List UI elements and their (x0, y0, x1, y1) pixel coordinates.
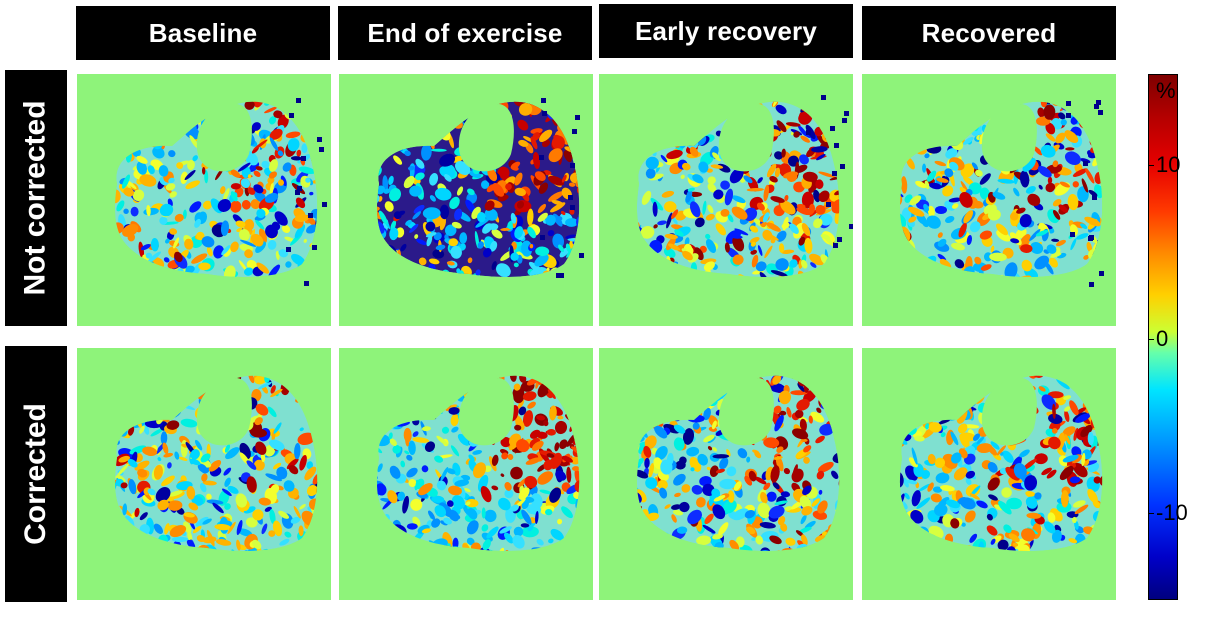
map-panel-not-corrected-baseline (77, 74, 331, 326)
row-header-not-corrected: Not corrected (5, 70, 67, 326)
map-panel-not-corrected-recovered (862, 74, 1116, 326)
map-panel-corrected-early-recovery (599, 348, 853, 600)
map-panel-not-corrected-early-recovery (599, 74, 853, 326)
map-panel-corrected-recovered (862, 348, 1116, 600)
map-image (862, 74, 1116, 326)
colorbar (1148, 74, 1178, 600)
colorbar-tick-label-10: 10 (1156, 152, 1181, 177)
map-image (599, 74, 853, 326)
column-header-early-recovery: Early recovery (599, 4, 853, 58)
map-panel-corrected-end-of-exercise (339, 348, 593, 600)
row-header-not-corrected-label: Not corrected (19, 100, 53, 296)
colorbar-tick-10 (1148, 165, 1154, 166)
row-header-corrected-label: Corrected (19, 403, 52, 545)
map-panel-not-corrected-end-of-exercise (339, 74, 593, 326)
map-image (77, 348, 331, 600)
column-header-end-of-exercise: End of exercise (338, 6, 592, 60)
colorbar-tick-label-0: 0 (1156, 326, 1169, 351)
column-header-recovered: Recovered (862, 6, 1116, 60)
row-header-corrected: Corrected (5, 346, 67, 602)
colorbar-tick-label-neg10: -10 (1156, 500, 1188, 525)
colorbar-tick-0 (1148, 339, 1154, 340)
colorbar-unit-label: % (1156, 78, 1176, 103)
colorbar-tick-neg10 (1148, 513, 1154, 514)
map-image (339, 348, 593, 600)
map-image (339, 74, 593, 326)
column-header-baseline: Baseline (76, 6, 330, 60)
map-image (77, 74, 331, 326)
map-image (862, 348, 1116, 600)
map-image (599, 348, 853, 600)
map-panel-corrected-baseline (77, 348, 331, 600)
